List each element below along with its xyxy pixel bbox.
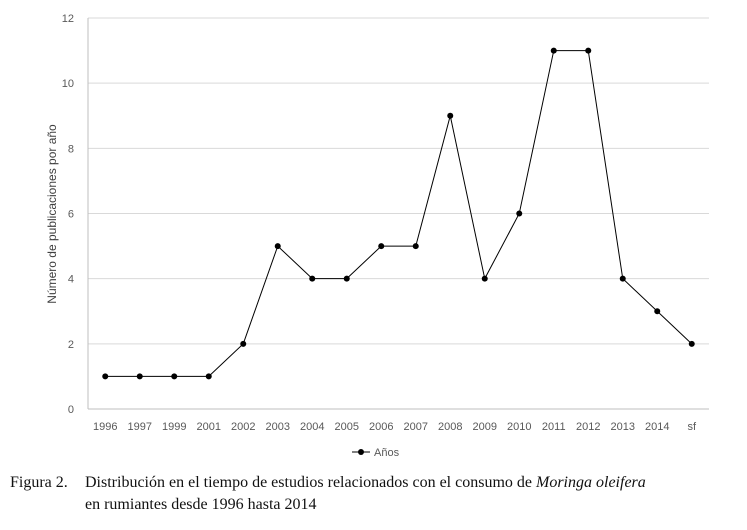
x-tick-label: 2010 [507, 421, 531, 433]
data-point [136, 373, 143, 380]
data-point [516, 210, 523, 217]
caption-body: Distribución en el tiempo de estudios re… [85, 472, 745, 516]
data-point [274, 243, 281, 250]
data-point [481, 275, 488, 282]
data-point [619, 275, 626, 282]
data-point [171, 373, 178, 380]
legend-label: Años [374, 447, 400, 459]
data-point [378, 243, 385, 250]
x-tick-label: 2011 [542, 421, 566, 433]
legend-marker [358, 449, 364, 455]
data-point [654, 308, 661, 315]
x-tick-labels: 1996 1997 1999 2001 2002 2003 2004 2005 2006 2007… [93, 421, 697, 433]
x-tick-label: 2012 [576, 421, 600, 433]
data-point [309, 275, 316, 282]
caption-line2: en rumiantes desde 1996 hasta 2014 [85, 496, 317, 513]
caption-number: Figura 2. [10, 474, 68, 491]
line-chart: 0 2 4 6 8 10 12 1996 1997 1999 2001 2002 2003 2004 20… [45, 13, 709, 459]
series-group [102, 47, 695, 380]
y-tick-label: 4 [68, 274, 74, 286]
data-point [343, 275, 350, 282]
y-tick-label: 2 [68, 339, 74, 351]
y-tick-label: 0 [68, 404, 74, 416]
x-tick-label: 1997 [128, 421, 152, 433]
data-point [205, 373, 212, 380]
y-tick-labels: 0 2 4 6 8 10 12 [62, 13, 74, 416]
data-point [688, 340, 695, 347]
y-axis-label: Número de publicaciones por año [45, 124, 59, 304]
x-tick-label: 2008 [438, 421, 462, 433]
x-tick-label: 2002 [231, 421, 255, 433]
x-tick-label: 2004 [300, 421, 324, 433]
x-tick-label: 1996 [93, 421, 117, 433]
gridlines [87, 17, 709, 410]
legend: Años [352, 447, 400, 459]
series-line [105, 50, 693, 377]
y-tick-label: 10 [62, 78, 74, 90]
data-point [240, 340, 247, 347]
x-tick-label: 2007 [404, 421, 428, 433]
caption-species: Moringa oleifera [536, 474, 646, 491]
x-tick-label: 2001 [197, 421, 221, 433]
data-point [550, 47, 557, 54]
x-tick-label: 2014 [645, 421, 669, 433]
x-tick-label: 2009 [473, 421, 497, 433]
x-tick-label: 2005 [335, 421, 359, 433]
y-tick-label: 12 [62, 13, 74, 25]
x-tick-label: 2013 [611, 421, 635, 433]
x-tick-label: 1999 [162, 421, 186, 433]
caption-text: Distribución en el tiempo de estudios re… [85, 474, 536, 491]
x-tick-label: 2006 [369, 421, 393, 433]
x-tick-label: sf [687, 421, 697, 433]
data-point [585, 47, 592, 54]
data-point [102, 373, 109, 380]
data-point [412, 243, 419, 250]
y-tick-label: 6 [68, 209, 74, 221]
y-tick-label: 8 [68, 143, 74, 155]
x-tick-label: 2003 [266, 421, 290, 433]
data-point [447, 112, 454, 119]
